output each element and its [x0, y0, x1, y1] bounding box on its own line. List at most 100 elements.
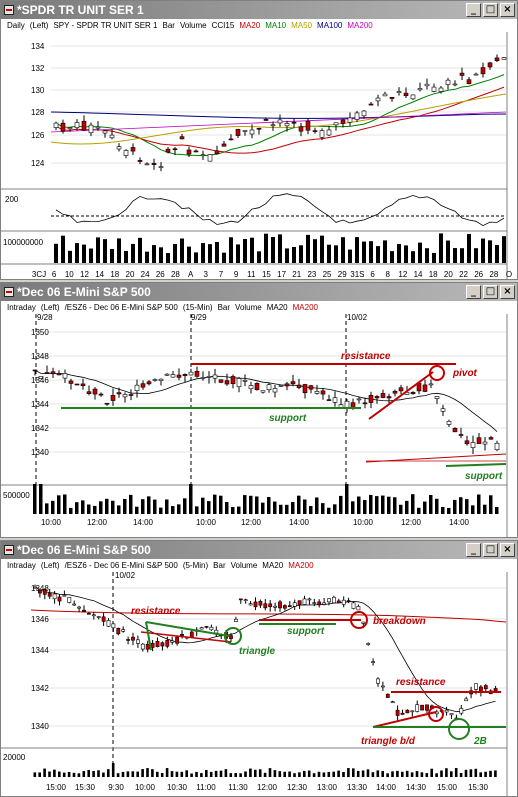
price-bar [368, 103, 374, 106]
price-bar [140, 643, 145, 650]
legend-item: MA10 [265, 21, 287, 30]
triangle-bd-label: triangle b/d [361, 736, 416, 747]
legend-item: MA200 [347, 21, 373, 30]
volume-bar [175, 771, 179, 777]
price-bar [249, 129, 255, 135]
maximize-button[interactable]: □ [483, 543, 498, 557]
close-button[interactable]: × [500, 3, 515, 17]
x-tick-label: 26 [474, 270, 483, 279]
x-tick-label: 12:00 [241, 518, 262, 527]
price-bar [425, 704, 429, 711]
x-tick-label: 10 [65, 270, 74, 279]
volume-bar [342, 772, 345, 777]
volume-bar [111, 500, 115, 514]
volume-bar [222, 252, 226, 263]
price-bar [260, 390, 266, 393]
volume-bar [345, 484, 349, 514]
minimize-button[interactable]: _ [466, 3, 481, 17]
volume-bar [173, 243, 177, 263]
price-bar [221, 143, 227, 147]
intraday-5min-chart[interactable]: 10/02 resistance triangle support breakdown… [1, 572, 517, 797]
price-bar [74, 122, 80, 128]
volume-bar [189, 484, 193, 514]
volume-bar [495, 507, 499, 514]
price-bar [81, 120, 87, 131]
price-bar [188, 371, 194, 376]
price-bar [242, 380, 248, 382]
x-tick-label: 28 [489, 270, 498, 279]
cci-axis-label: 200 [5, 195, 19, 204]
volume-bar [425, 248, 429, 263]
price-bar [326, 129, 332, 136]
price-bar [106, 620, 111, 627]
y-tick-label: 130 [31, 86, 45, 95]
volume-bar [53, 769, 56, 777]
close-button[interactable]: × [500, 285, 515, 299]
volume-bar [375, 496, 379, 514]
window-titlebar[interactable]: *Dec 06 E-Mini S&P 500 _ □ × [1, 541, 517, 559]
volume-bar [187, 246, 191, 263]
price-bar [256, 127, 262, 130]
price-bar [44, 372, 50, 374]
minimize-button[interactable]: _ [466, 285, 481, 299]
legend-item: MA100 [317, 21, 343, 30]
window-titlebar[interactable]: *Dec 06 E-Mini S&P 500 _ □ × [1, 283, 517, 301]
volume-bar [229, 773, 233, 777]
volume-bar [249, 768, 252, 777]
legend-item: MA20 [262, 561, 284, 570]
y-tick-label: 1342 [31, 424, 49, 433]
volume-bar [135, 506, 139, 514]
volume-bar [255, 496, 259, 514]
volume-bar [97, 770, 100, 777]
price-bar [243, 599, 248, 602]
price-bar [136, 639, 140, 644]
volume-bar [393, 497, 397, 514]
volume-bar [425, 773, 429, 777]
volume-bar [213, 494, 217, 514]
x-tick-label: A [188, 270, 194, 279]
x-tick-label: 20 [444, 270, 453, 279]
price-bar [80, 383, 86, 387]
price-bar [474, 683, 478, 690]
x-tick-label: 7 [219, 270, 224, 279]
volume-bar [469, 769, 473, 777]
support-label: support [287, 626, 325, 637]
price-bar [263, 603, 268, 609]
price-bar [356, 606, 361, 611]
price-bar [53, 122, 59, 128]
volume-bar [263, 772, 267, 777]
chart-window-icon [4, 287, 14, 297]
maximize-button[interactable]: □ [483, 3, 498, 17]
volume-bar [234, 773, 237, 777]
price-bar [32, 369, 38, 372]
price-bar [123, 150, 129, 156]
x-tick-label: 11:00 [196, 783, 216, 792]
window-titlebar[interactable]: *SPDR TR UNIT SER 1 _ □ × [1, 1, 517, 19]
close-button[interactable]: × [500, 543, 515, 557]
price-bar [417, 88, 423, 91]
price-bar [284, 383, 290, 387]
intraday-15min-chart[interactable]: 9/28 9/29 10/02 resistance pivot support supp… [1, 314, 517, 538]
price-bar [57, 596, 62, 602]
x-tick-label: 15:00 [437, 783, 458, 792]
volume-bar [453, 248, 457, 263]
volume-bar [111, 763, 115, 777]
volume-bar [190, 773, 193, 777]
price-bar [193, 150, 199, 153]
volume-bar [237, 506, 241, 514]
resistance-label: resistance [131, 606, 181, 617]
volume-bar [268, 768, 272, 777]
price-bar [170, 374, 176, 378]
volume-bar [138, 237, 142, 263]
volume-bar [440, 770, 443, 777]
price-bar [121, 629, 126, 632]
price-bar [389, 97, 395, 99]
window-title: *Dec 06 E-Mini S&P 500 [17, 285, 151, 299]
volume-bar [297, 495, 301, 514]
price-bar [440, 408, 446, 412]
minimize-button[interactable]: _ [466, 543, 481, 557]
maximize-button[interactable]: □ [483, 285, 498, 299]
volume-bar [48, 771, 51, 777]
price-bar [347, 117, 353, 123]
